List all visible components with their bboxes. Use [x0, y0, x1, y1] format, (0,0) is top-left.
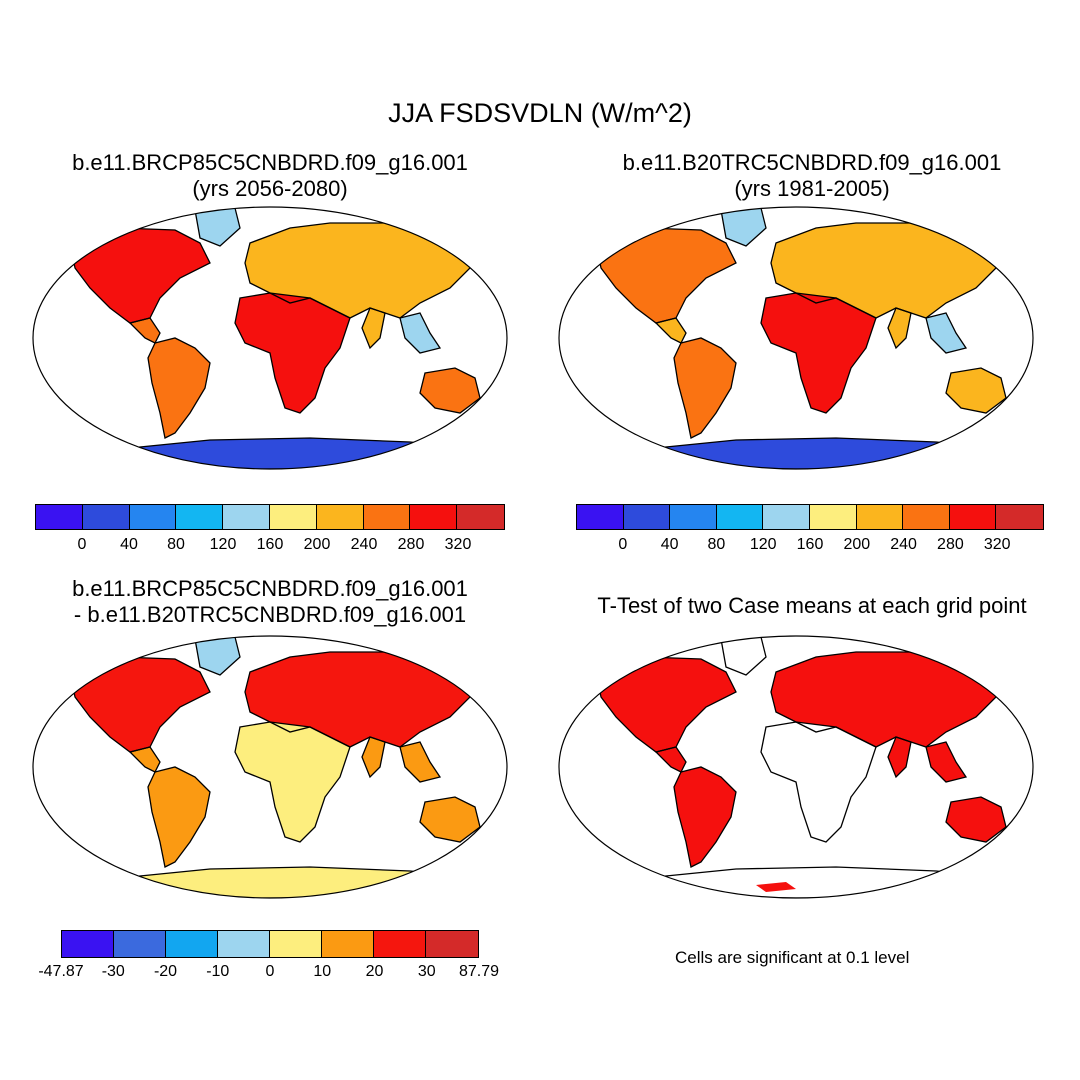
- panel-4-ttest-title: T-Test of two Case means at each grid po…: [597, 593, 1027, 618]
- colorbar-segment: [363, 505, 411, 529]
- map-rcp85: [32, 206, 508, 470]
- colorbar-tick-label: 20: [365, 963, 384, 980]
- colorbar-segment: [129, 505, 177, 529]
- colorbar-segment: [374, 931, 426, 957]
- colorbar-tick-label: -20: [153, 963, 178, 980]
- colorbar-20tr: [576, 504, 1044, 530]
- panel-2-title: b.e11.B20TRC5CNBDRD.f09_g16.001 (yrs 198…: [572, 150, 1052, 202]
- colorbar-tick-label: 240: [890, 536, 917, 553]
- colorbar-segment: [809, 505, 857, 529]
- colorbar-segment: [166, 931, 218, 957]
- colorbar-segment: [716, 505, 764, 529]
- colorbar-tick-label: -30: [101, 963, 125, 980]
- colorbar-segment: [114, 931, 166, 957]
- colorbar-rcp85: [35, 504, 505, 530]
- colorbar-segment: [36, 505, 83, 529]
- colorbar-segment: [670, 505, 717, 529]
- map-20tr: [558, 206, 1034, 470]
- colorbar-tick-label: 87.79: [458, 963, 500, 980]
- colorbar-segment: [577, 505, 624, 529]
- colorbar-tick-label: 120: [749, 536, 777, 553]
- colorbar-segment: [82, 505, 130, 529]
- colorbar-segment: [322, 931, 374, 957]
- map-ttest: [558, 635, 1034, 899]
- colorbar-segment: [176, 505, 224, 529]
- panel-1-title: b.e11.BRCP85C5CNBDRD.f09_g16.001 (yrs 20…: [30, 150, 510, 202]
- colorbar-tick-label: 160: [256, 536, 284, 553]
- colorbar-segment: [218, 931, 270, 957]
- colorbar-segment: [623, 505, 671, 529]
- colorbar-tick-label: 10: [313, 963, 332, 980]
- colorbar-segment: [996, 505, 1043, 529]
- colorbar-tick-label: 80: [167, 536, 185, 553]
- colorbar-tick-label: 40: [660, 536, 679, 553]
- colorbar-segment: [270, 931, 322, 957]
- panel-2-case-name: b.e11.B20TRC5CNBDRD.f09_g16.001: [622, 150, 1002, 175]
- colorbar-segment: [316, 505, 364, 529]
- colorbar-segment: [763, 505, 810, 529]
- significance-note: Cells are significant at 0.1 level: [675, 948, 910, 967]
- colorbar-tick-label: -10: [206, 963, 230, 980]
- colorbar-segment: [856, 505, 904, 529]
- colorbar-tick-label: 280: [397, 536, 425, 553]
- colorbar-tick-label: 80: [707, 536, 726, 553]
- panel-4-title: T-Test of two Case means at each grid po…: [552, 593, 1072, 619]
- colorbar-tick-label: 30: [417, 963, 436, 980]
- colorbar-tick-label: 120: [209, 536, 237, 553]
- colorbar-tick-label: 0: [265, 963, 275, 980]
- colorbar-tick-label: 40: [120, 536, 138, 553]
- colorbar-tick-label: 280: [937, 536, 964, 553]
- panel-3-title: b.e11.BRCP85C5CNBDRD.f09_g16.001 - b.e11…: [30, 576, 510, 628]
- colorbar-segment: [62, 931, 114, 957]
- colorbar-difference: [61, 930, 479, 958]
- colorbar-tick-label: 200: [303, 536, 331, 553]
- colorbar-segment: [426, 931, 478, 957]
- figure-title: JJA FSDSVDLN (W/m^2): [388, 98, 692, 128]
- colorbar-tick-label: -47.87: [38, 963, 84, 980]
- colorbar-tick-label: 320: [444, 536, 472, 553]
- colorbar-tick-label: 160: [796, 536, 824, 553]
- colorbar-tick-label: 0: [77, 536, 87, 553]
- map-difference: [32, 635, 508, 899]
- panel-3-minus-case: - b.e11.B20TRC5CNBDRD.f09_g16.001: [73, 602, 467, 627]
- colorbar-segment: [949, 505, 997, 529]
- colorbar-segment: [457, 505, 504, 529]
- panel-2-years: (yrs 1981-2005): [734, 176, 890, 201]
- colorbar-segment: [410, 505, 458, 529]
- colorbar-segment: [269, 505, 317, 529]
- colorbar-tick-label: 0: [618, 536, 628, 553]
- colorbar-tick-label: 200: [843, 536, 871, 553]
- colorbar-tick-label: 320: [983, 536, 1011, 553]
- colorbar-segment: [903, 505, 950, 529]
- panel-1-case-name: b.e11.BRCP85C5CNBDRD.f09_g16.001: [72, 150, 468, 175]
- colorbar-tick-label: 240: [350, 536, 378, 553]
- panel-1-years: (yrs 2056-2080): [192, 176, 348, 201]
- colorbar-segment: [223, 505, 270, 529]
- panel-3-case-name: b.e11.BRCP85C5CNBDRD.f09_g16.001: [72, 576, 468, 601]
